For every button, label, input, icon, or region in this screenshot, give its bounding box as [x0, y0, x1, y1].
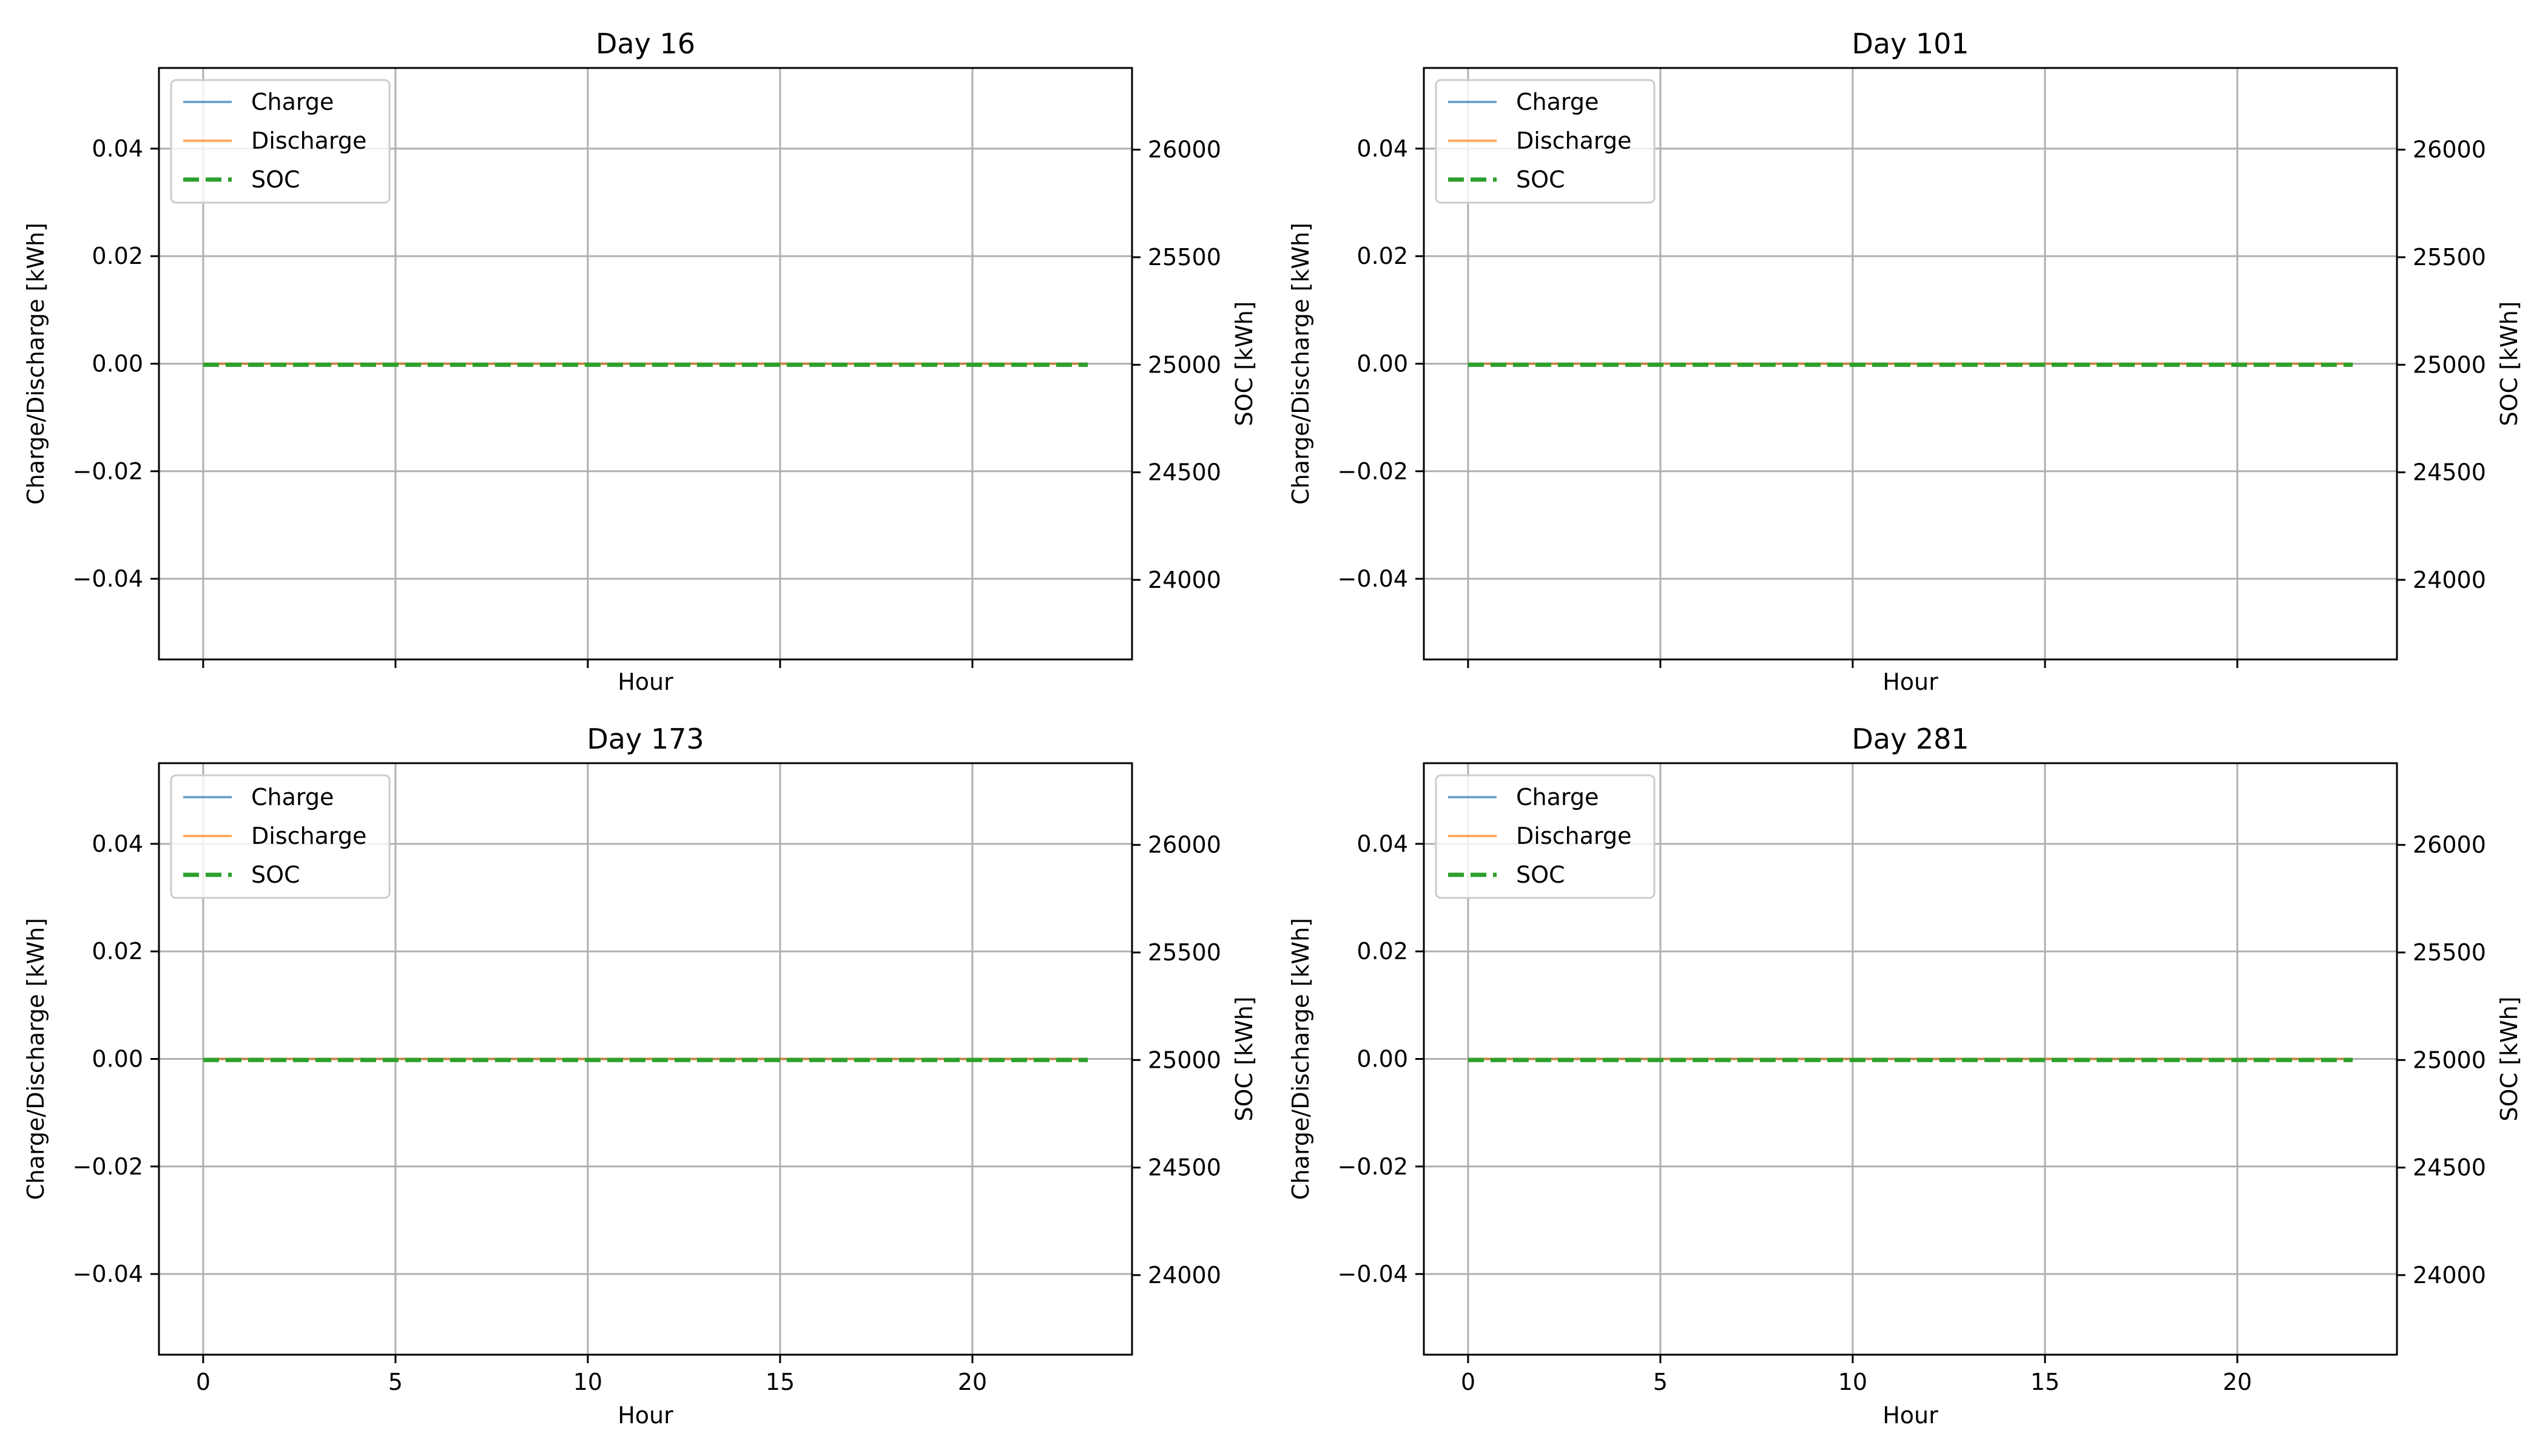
y-axis-label-right: SOC [kWh] — [2496, 997, 2523, 1122]
y2-tick-label: 24000 — [1148, 1262, 1221, 1289]
legend-box — [1435, 774, 1656, 899]
subplot-title: Day 173 — [587, 723, 704, 755]
legend-label-soc: SOC — [1516, 861, 1565, 888]
y2-tick-label: 26000 — [2413, 136, 2486, 163]
y2-tick-label: 26000 — [1148, 832, 1221, 858]
legend-label-discharge: Discharge — [1516, 127, 1631, 154]
legend-label-charge: Charge — [1516, 89, 1599, 115]
legend-label-discharge: Discharge — [251, 823, 366, 849]
subplot-title: Day 16 — [596, 27, 695, 60]
legend-box — [170, 774, 391, 899]
x-tick-label: 20 — [958, 1369, 987, 1395]
y2-tick-label: 25500 — [1148, 244, 1221, 271]
y2-tick-label: 25500 — [2413, 939, 2486, 966]
legend-box — [1435, 79, 1656, 204]
legend-box — [170, 79, 391, 204]
y-axis-label-left: Charge/Discharge [kWh] — [22, 223, 49, 505]
subplot-day-281: Day 281 0 5 10 15 20 Hour −0.04 −0.02 0.00 0.02 0.0… — [1287, 723, 2523, 1429]
y-tick-label: 0.04 — [1357, 831, 1408, 857]
legend: Charge Discharge SOC — [170, 79, 391, 204]
x-tick-label: 10 — [573, 1369, 602, 1395]
plot-frame — [158, 762, 1133, 1356]
y-axis-label-right: SOC [kWh] — [2496, 302, 2523, 426]
legend-label-charge: Charge — [1516, 784, 1599, 811]
y-axis-label-left: Charge/Discharge [kWh] — [1287, 223, 1314, 505]
y-axis-label-left: Charge/Discharge [kWh] — [1287, 918, 1314, 1200]
legend-label-charge: Charge — [251, 89, 334, 115]
subplot-day-16: Day 16 Hour −0.04 −0.02 0.00 0.02 0.04 Charge/D… — [22, 27, 1258, 695]
legend-label-soc: SOC — [251, 861, 300, 888]
y2-tick-label: 24000 — [2413, 1262, 2486, 1289]
y-axis-label-right: SOC [kWh] — [1231, 302, 1258, 426]
y2-tick-label: 25000 — [2413, 351, 2486, 378]
y-tick-label: 0.02 — [92, 243, 143, 269]
x-tick-label: 20 — [2223, 1369, 2252, 1395]
plot-frame — [1423, 67, 2398, 661]
y-tick-label: 0.04 — [1357, 135, 1408, 162]
x-axis-label: Hour — [1882, 669, 1938, 695]
subplot-day-173: Day 173 0 5 10 15 20 Hour −0.04 −0.02 0.00 0.02 0.0… — [22, 723, 1258, 1429]
y2-tick-label: 26000 — [2413, 832, 2486, 858]
y2-tick-label: 24500 — [1148, 459, 1221, 486]
x-axis-label: Hour — [1882, 1402, 1938, 1429]
y-tick-label: 0.02 — [1357, 938, 1408, 965]
y-tick-label: −0.02 — [73, 458, 143, 485]
y2-tick-label: 24500 — [1148, 1154, 1221, 1181]
y-tick-label: 0.00 — [92, 351, 143, 377]
legend-label-soc: SOC — [1516, 166, 1565, 193]
x-tick-label: 10 — [1838, 1369, 1867, 1395]
legend: Charge Discharge SOC — [1435, 774, 1656, 899]
y2-tick-label: 25000 — [1148, 1046, 1221, 1073]
y2-tick-label: 24500 — [2413, 1154, 2486, 1181]
y-axis-label-right: SOC [kWh] — [1231, 997, 1258, 1122]
x-tick-label: 5 — [1653, 1369, 1668, 1395]
y2-tick-label: 26000 — [1148, 136, 1221, 163]
y2-tick-label: 25000 — [2413, 1046, 2486, 1073]
x-tick-label: 15 — [2031, 1369, 2060, 1395]
y-tick-label: 0.00 — [92, 1046, 143, 1073]
y-tick-label: −0.04 — [73, 1261, 143, 1287]
y-tick-label: 0.04 — [92, 831, 143, 857]
y-tick-label: 0.02 — [92, 938, 143, 965]
x-tick-label: 0 — [1461, 1369, 1475, 1395]
y-tick-label: −0.04 — [1338, 565, 1408, 592]
y-tick-label: −0.04 — [73, 565, 143, 592]
x-tick-label: 5 — [388, 1369, 403, 1395]
subplot-title: Day 101 — [1852, 27, 1969, 60]
y-tick-label: 0.02 — [1357, 243, 1408, 269]
subplot-title: Day 281 — [1852, 723, 1969, 755]
legend-label-soc: SOC — [251, 166, 300, 193]
x-axis-label: Hour — [618, 1402, 673, 1429]
legend: Charge Discharge SOC — [1435, 79, 1656, 204]
y-tick-label: −0.02 — [1338, 458, 1408, 485]
y-tick-label: 0.00 — [1357, 351, 1408, 377]
y-tick-label: −0.04 — [1338, 1261, 1408, 1287]
y-tick-label: −0.02 — [1338, 1153, 1408, 1180]
legend-label-charge: Charge — [251, 784, 334, 811]
x-tick-label: 15 — [766, 1369, 795, 1395]
y2-tick-label: 24000 — [2413, 567, 2486, 593]
legend: Charge Discharge SOC — [170, 774, 391, 899]
y-tick-label: 0.04 — [92, 135, 143, 162]
y-tick-label: 0.00 — [1357, 1046, 1408, 1073]
y-axis-label-left: Charge/Discharge [kWh] — [22, 918, 49, 1200]
x-axis-label: Hour — [618, 669, 673, 695]
y2-tick-label: 24000 — [1148, 567, 1221, 593]
plot-frame — [158, 67, 1133, 661]
y2-tick-label: 24500 — [2413, 459, 2486, 486]
legend-label-discharge: Discharge — [1516, 823, 1631, 849]
y2-tick-label: 25000 — [1148, 351, 1221, 378]
legend-label-discharge: Discharge — [251, 127, 366, 154]
plot-frame — [1423, 762, 2398, 1356]
y2-tick-label: 25500 — [1148, 939, 1221, 966]
x-tick-label: 0 — [196, 1369, 211, 1395]
y-tick-label: −0.02 — [73, 1153, 143, 1180]
subplot-day-101: Day 101 Hour −0.04 −0.02 0.00 0.02 0.04 Charge/… — [1287, 27, 2523, 695]
y2-tick-label: 25500 — [2413, 244, 2486, 271]
